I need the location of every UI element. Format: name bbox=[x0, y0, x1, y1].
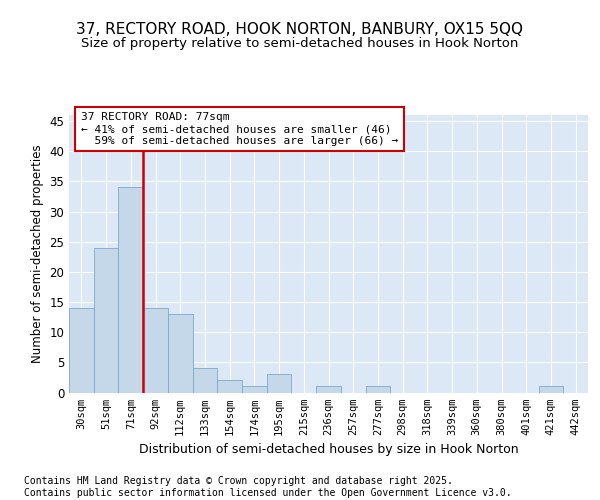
Text: 37 RECTORY ROAD: 77sqm
← 41% of semi-detached houses are smaller (46)
  59% of s: 37 RECTORY ROAD: 77sqm ← 41% of semi-det… bbox=[81, 112, 398, 146]
Bar bbox=[316, 386, 341, 392]
Bar bbox=[267, 374, 292, 392]
X-axis label: Distribution of semi-detached houses by size in Hook Norton: Distribution of semi-detached houses by … bbox=[139, 443, 518, 456]
Bar bbox=[143, 308, 168, 392]
Bar bbox=[242, 386, 267, 392]
Bar bbox=[217, 380, 242, 392]
Text: 37, RECTORY ROAD, HOOK NORTON, BANBURY, OX15 5QQ: 37, RECTORY ROAD, HOOK NORTON, BANBURY, … bbox=[77, 22, 523, 38]
Text: Contains HM Land Registry data © Crown copyright and database right 2025.
Contai: Contains HM Land Registry data © Crown c… bbox=[24, 476, 512, 498]
Bar bbox=[168, 314, 193, 392]
Bar bbox=[69, 308, 94, 392]
Bar bbox=[118, 188, 143, 392]
Bar bbox=[365, 386, 390, 392]
Bar bbox=[193, 368, 217, 392]
Text: Size of property relative to semi-detached houses in Hook Norton: Size of property relative to semi-detach… bbox=[82, 38, 518, 51]
Bar bbox=[539, 386, 563, 392]
Y-axis label: Number of semi-detached properties: Number of semi-detached properties bbox=[31, 144, 44, 363]
Bar bbox=[94, 248, 118, 392]
